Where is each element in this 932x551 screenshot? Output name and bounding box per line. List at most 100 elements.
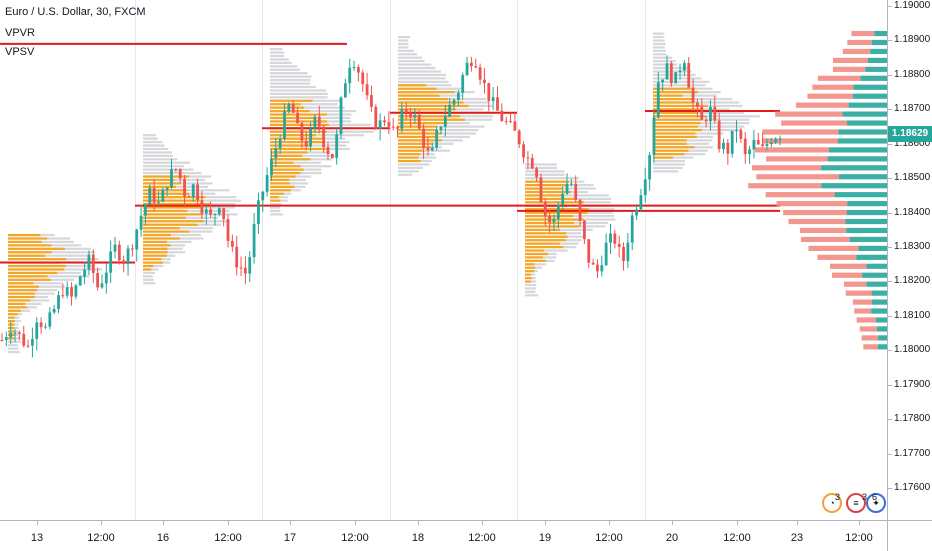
last-price-label: 1.18629 [888, 125, 932, 142]
vpvr-bar-down [844, 281, 867, 287]
vpvr-bar-up [847, 120, 887, 126]
indicator-vpsv-label[interactable]: VPSV [5, 46, 35, 58]
candle-body [756, 139, 760, 145]
candle-body [517, 130, 521, 145]
candle-body [226, 219, 230, 241]
vpvr-bar-down [765, 192, 835, 198]
candle-body [456, 92, 460, 101]
candle-body [396, 127, 399, 129]
vpvr-bar-down [761, 138, 838, 144]
earnings-icon[interactable]: ◔ [822, 493, 842, 513]
candle-body [752, 139, 756, 150]
vpvr-bar-up [874, 30, 887, 37]
profile-bar-up [653, 128, 702, 132]
indicator-vpvr-label[interactable]: VPVR [5, 27, 35, 39]
vpvr-bar-down [856, 317, 876, 323]
candle-body [522, 144, 525, 158]
profile-bar-other [270, 92, 328, 95]
profile-bar-up [653, 94, 683, 97]
candle-body [357, 67, 360, 73]
profile-bar-up [525, 273, 531, 276]
candle-body [635, 209, 638, 216]
vpvr-bar-up [856, 254, 887, 260]
profile-bar-other [398, 80, 449, 83]
price-tick-mark [888, 178, 892, 180]
vpvr-bar-down [817, 75, 861, 81]
chart-plot[interactable] [0, 0, 887, 520]
candle-body [361, 72, 365, 85]
profile-bar-up [143, 254, 167, 257]
profile-bar-other [8, 351, 20, 354]
price-tick-mark [888, 212, 892, 214]
profile-bar-other [653, 156, 694, 159]
us-flag-icon[interactable]: ≡ [846, 493, 866, 513]
time-tick-mark [163, 521, 164, 525]
candle-body [78, 276, 82, 286]
candle-body [556, 204, 560, 219]
profile-bar-up [525, 263, 535, 266]
vpvr-bar-up [875, 317, 887, 323]
profile-bar-up [8, 264, 66, 268]
profile-bar-up [525, 194, 564, 197]
profile-bar-up [143, 244, 171, 247]
profile-bar-up [143, 202, 211, 206]
profile-bar-other [143, 154, 173, 157]
price-axis[interactable]: 1.19000 1.18900 1.18800 1.18700 1.18600 1.185… [887, 0, 932, 520]
candle-body [526, 157, 530, 159]
vpvr-bar-up [860, 75, 887, 81]
profile-bar-other [270, 82, 311, 85]
profile-bar-up [143, 261, 163, 264]
candle-body [239, 267, 243, 269]
candle-body [183, 178, 186, 197]
vpvr-bar-down [832, 66, 866, 72]
profile-bar-other [653, 32, 665, 35]
profile-bar-up [270, 99, 313, 102]
eu-flag-icon[interactable]: ✦ [866, 493, 886, 513]
chart-title[interactable]: Euro / U.S. Dollar, 30, FXCM [5, 6, 146, 18]
profile-bar-other [525, 163, 557, 166]
profile-bar-up [270, 151, 308, 154]
candle-body [57, 295, 60, 309]
vpvr-bar-down [831, 272, 863, 278]
profile-bar-up [525, 249, 545, 252]
profile-bar-other [653, 101, 740, 104]
vpvr-bar-down [808, 245, 859, 251]
time-tick-mark [609, 521, 610, 525]
profile-bar-up [143, 185, 176, 188]
profile-bar-other [143, 140, 163, 144]
profile-bar-up [525, 184, 567, 187]
candle-body [504, 120, 508, 122]
profile-bar-other [398, 49, 414, 52]
profile-bar-other [270, 89, 327, 92]
profile-bar-up [525, 259, 547, 262]
candle-body [426, 147, 430, 151]
chart-area[interactable]: Euro / U.S. Dollar, 30, FXCM VPVR VPSV ◔… [0, 0, 887, 520]
profile-bar-up [525, 235, 568, 238]
candle-body [365, 84, 369, 96]
time-tick-label: 12:00 [468, 532, 496, 544]
profile-bar-up [143, 227, 180, 230]
profile-bar-up [8, 254, 46, 257]
profile-bar-up [270, 158, 311, 161]
vpvr-bar-down [845, 290, 872, 296]
vpvr-bar-up [839, 174, 887, 180]
vpvr-bar-up [837, 138, 887, 144]
profile-bar-up [143, 251, 168, 254]
profile-bar-other [398, 63, 432, 66]
time-tick-mark [355, 521, 356, 525]
profile-bar-up [653, 156, 673, 159]
candle-body [730, 130, 734, 154]
candle-body [196, 184, 199, 201]
candle-body [765, 144, 769, 146]
candle-body [639, 195, 643, 210]
profile-bar-other [398, 42, 409, 46]
candle-body [348, 67, 352, 84]
profile-bar-up [143, 192, 190, 195]
profile-bar-up [143, 237, 180, 240]
candle-body [70, 287, 73, 297]
time-tick-mark [37, 521, 38, 525]
profile-bar-other [143, 137, 158, 140]
time-axis[interactable]: 13 12:00 16 12:00 17 12:00 18 12:00 19 12:00 20 12:… [0, 520, 887, 551]
vpvr-bar-up [847, 201, 887, 207]
vpvr-bar-up [877, 344, 887, 350]
